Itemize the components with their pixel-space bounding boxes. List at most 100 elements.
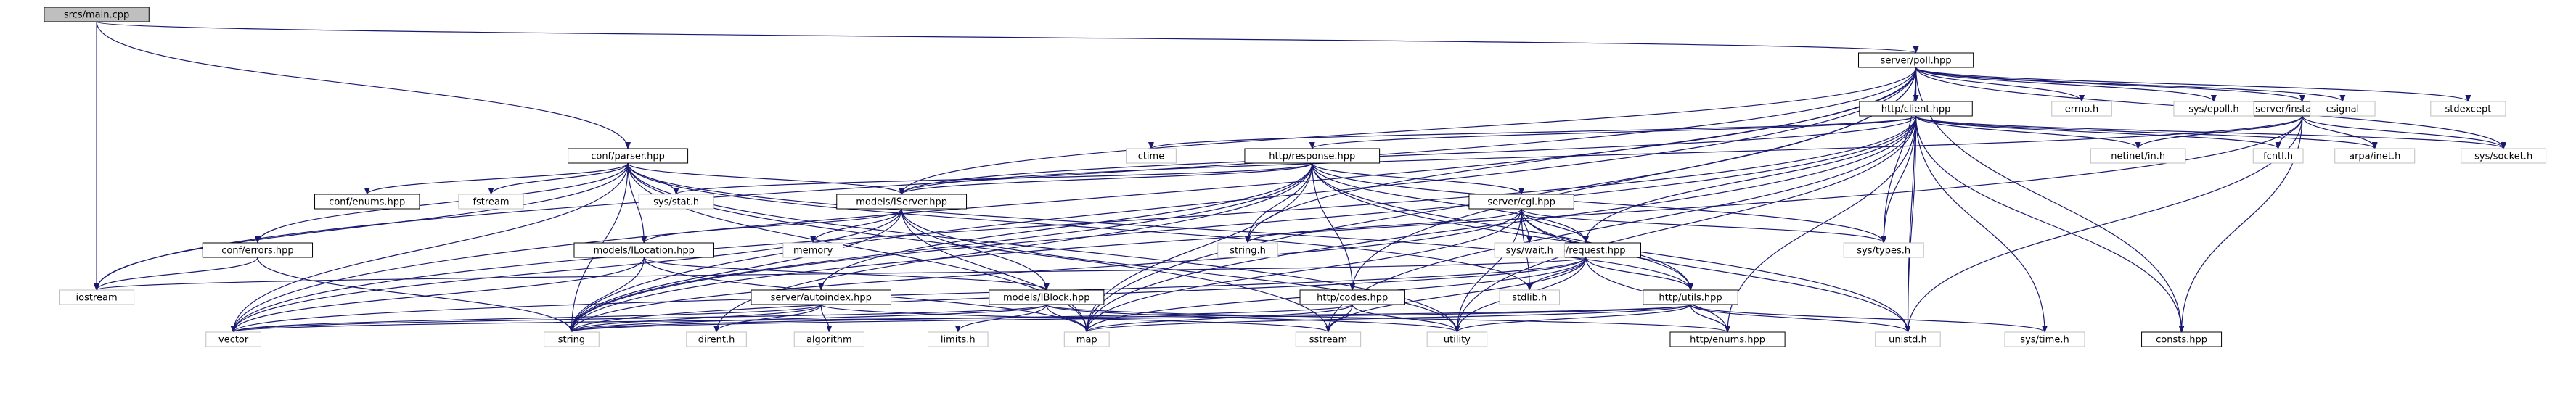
edge-client-to-response: [1309, 115, 1917, 149]
node-codes[interactable]: http/codes.hpp: [1299, 289, 1405, 305]
node-confErrors[interactable]: conf/errors.hpp: [202, 242, 314, 258]
node-parser[interactable]: conf/parser.hpp: [568, 148, 689, 164]
node-string: string: [544, 331, 600, 347]
edge-cgi-to-string: [568, 208, 1522, 333]
edge-parser-to-confenums: [364, 162, 629, 195]
node-cgi[interactable]: server/cgi.hpp: [1468, 194, 1574, 210]
edge-client-to-netinet: [1915, 115, 2141, 149]
edge-client-to-unistd: [1905, 115, 1917, 333]
edge-response-to-cgi: [1312, 162, 1525, 195]
edge-cgi-to-unistd: [1521, 208, 1911, 333]
edge-autoindex-to-string: [568, 304, 822, 333]
edge-response-to-string: [568, 162, 1313, 333]
edge-response-to-codes: [1312, 162, 1356, 291]
node-main[interactable]: srcs/main.cpp: [44, 7, 150, 22]
edge-iserver-to-utility: [901, 208, 1460, 333]
node-codes-box[interactable]: [1299, 289, 1405, 305]
node-stringh-label: string.h: [1230, 246, 1266, 257]
edge-autoindex-to-vector: [230, 304, 822, 333]
node-sysepoll-box: [2173, 101, 2254, 117]
node-ilocation-box[interactable]: [573, 242, 715, 258]
node-confenums[interactable]: conf/enums.hpp: [314, 194, 420, 210]
node-stdlib-label: stdlib.h: [1512, 293, 1547, 304]
node-string-label: string: [558, 335, 585, 346]
node-client-box[interactable]: [1859, 101, 1973, 117]
edge-client-to-arpainet: [1915, 115, 2378, 149]
node-cgi-label: server/cgi.hpp: [1487, 197, 1555, 208]
edge-client-to-fcntl: [1915, 115, 2281, 149]
node-response-box[interactable]: [1244, 148, 1381, 164]
node-fcntl-label: fcntl.h: [2263, 152, 2293, 162]
node-map-box: [1063, 331, 1110, 347]
node-systypes: sys/types.h: [1843, 242, 1924, 258]
node-confErrors-box[interactable]: [202, 242, 314, 258]
edge-parser-to-vector: [230, 162, 629, 333]
edge-poll-to-vector: [230, 67, 1917, 333]
edge-parser-to-confErrors: [254, 162, 629, 244]
node-limits: limits.h: [928, 331, 989, 347]
edge-iblock-to-utility: [1046, 304, 1460, 333]
node-iserver-label: models/IServer.hpp: [856, 197, 947, 208]
node-iserver-box[interactable]: [836, 194, 968, 210]
node-stdlib: stdlib.h: [1499, 289, 1560, 305]
node-poll-box[interactable]: [1857, 52, 1974, 68]
node-poll[interactable]: server/poll.hpp: [1857, 52, 1974, 68]
node-confenums-box[interactable]: [314, 194, 420, 210]
node-netinet: netinet/in.h: [2090, 148, 2186, 164]
node-consts-box[interactable]: [2141, 331, 2223, 347]
node-httpenums-label: http/enums.hpp: [1690, 335, 1765, 346]
node-dirent-box: [686, 331, 747, 347]
edge-client-to-syssocket: [1915, 115, 2506, 149]
edge-iserver-to-ilocation: [641, 208, 902, 244]
node-limits-box: [928, 331, 989, 347]
node-iblock-box[interactable]: [989, 289, 1105, 305]
node-ilocation[interactable]: models/ILocation.hpp: [573, 242, 715, 258]
node-main-box[interactable]: [44, 7, 150, 22]
node-syswait-box: [1494, 242, 1565, 258]
node-httpenums[interactable]: http/enums.hpp: [1669, 331, 1786, 347]
node-sstream: sstream: [1295, 331, 1362, 347]
node-iostream-box: [59, 289, 135, 305]
edge-cgi-to-stringh: [1245, 208, 1522, 244]
edge-autoindex-to-sstream: [820, 304, 1331, 333]
node-sstream-box: [1295, 331, 1362, 347]
node-autoindex[interactable]: server/autoindex.hpp: [751, 289, 892, 305]
edge-ilocation-to-vector: [230, 257, 645, 333]
node-errno-label: errno.h: [2065, 104, 2099, 115]
edge-codes-to-sstream: [1325, 304, 1353, 333]
edge-poll-to-sysepoll: [1915, 67, 2217, 102]
node-autoindex-box[interactable]: [751, 289, 892, 305]
node-utils[interactable]: http/utils.hpp: [1643, 289, 1738, 305]
edge-parser-to-ilocation: [627, 162, 647, 244]
node-limits-label: limits.h: [941, 335, 976, 346]
edge-iserver-to-string: [568, 208, 902, 333]
node-httpenums-box[interactable]: [1669, 331, 1786, 347]
edge-ilocation-to-string: [568, 257, 645, 333]
node-arpainet-box: [2334, 148, 2416, 164]
edge-poll-to-instance: [1915, 67, 2305, 102]
node-vector-label: vector: [218, 335, 249, 346]
edge-iserver-to-iblock: [901, 208, 1050, 291]
node-algorithm-label: algorithm: [806, 335, 852, 346]
node-netinet-label: netinet/in.h: [2111, 152, 2165, 162]
node-sysepoll-label: sys/epoll.h: [2188, 104, 2238, 115]
node-cgi-box[interactable]: [1468, 194, 1574, 210]
node-csignal-label: csignal: [2326, 104, 2360, 115]
node-syswait: sys/wait.h: [1494, 242, 1565, 258]
node-consts[interactable]: consts.hpp: [2141, 331, 2223, 347]
node-iblock[interactable]: models/IBlock.hpp: [989, 289, 1105, 305]
edge-request-to-sstream: [1325, 257, 1587, 333]
node-response[interactable]: http/response.hpp: [1244, 148, 1381, 164]
node-iserver[interactable]: models/IServer.hpp: [836, 194, 968, 210]
node-utils-box[interactable]: [1643, 289, 1738, 305]
edge-client-to-consts: [1915, 115, 2185, 333]
node-utility: utility: [1426, 331, 1488, 347]
edge-iblock-to-vector: [231, 304, 1047, 333]
node-client[interactable]: http/client.hpp: [1859, 101, 1973, 117]
edge-client-to-request: [1582, 115, 1917, 244]
edge-instance-to-syssocket: [2302, 115, 2507, 149]
node-parser-box[interactable]: [568, 148, 689, 164]
node-syssocket-box: [2461, 148, 2547, 164]
edge-instance-to-arpainet: [2302, 115, 2378, 149]
